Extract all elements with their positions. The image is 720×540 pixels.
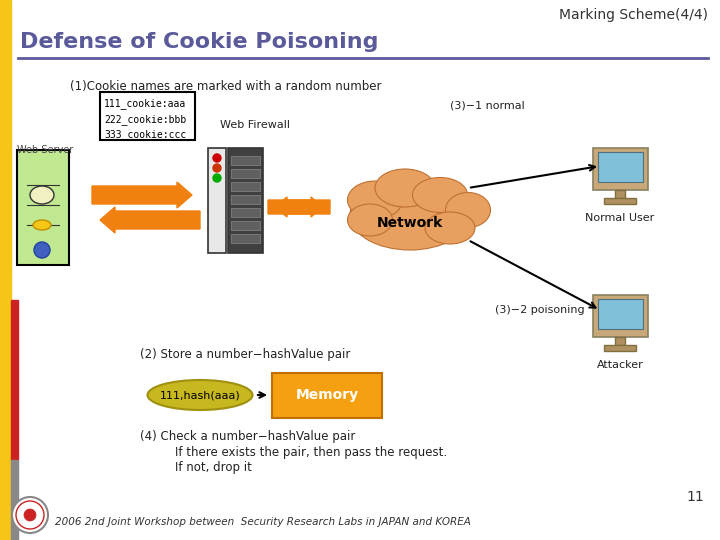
- FancyArrow shape: [92, 182, 192, 208]
- FancyArrow shape: [268, 197, 323, 217]
- Text: Web Server: Web Server: [17, 145, 73, 155]
- Circle shape: [213, 154, 221, 162]
- Bar: [593, 295, 648, 337]
- Circle shape: [34, 242, 50, 258]
- Ellipse shape: [30, 186, 54, 204]
- Text: (2) Store a number−hashValue pair: (2) Store a number−hashValue pair: [140, 348, 351, 361]
- Bar: [231, 221, 260, 230]
- Bar: [231, 208, 260, 217]
- Ellipse shape: [446, 192, 490, 227]
- Bar: [593, 148, 648, 190]
- Circle shape: [213, 164, 221, 172]
- Text: 111_cookie:aaa
222_cookie:bbb
333_cookie:ccc: 111_cookie:aaa 222_cookie:bbb 333_cookie…: [104, 98, 186, 140]
- Text: Web Firewall: Web Firewall: [220, 120, 290, 130]
- Text: If not, drop it: If not, drop it: [175, 461, 252, 474]
- Bar: [208, 148, 226, 253]
- Bar: [615, 337, 625, 345]
- Bar: [231, 234, 260, 243]
- Circle shape: [213, 174, 221, 182]
- Text: (3)−2 poisoning: (3)−2 poisoning: [495, 305, 585, 315]
- Circle shape: [24, 509, 36, 521]
- Text: (3)−1 normal: (3)−1 normal: [450, 100, 525, 110]
- Text: (4) Check a number−hashValue pair: (4) Check a number−hashValue pair: [140, 430, 356, 443]
- Ellipse shape: [413, 178, 467, 213]
- Bar: [11, 460, 18, 540]
- Bar: [0, 0, 11, 540]
- Ellipse shape: [425, 212, 475, 244]
- Ellipse shape: [348, 204, 392, 236]
- Text: (1)Cookie names are marked with a random number: (1)Cookie names are marked with a random…: [70, 80, 382, 93]
- Ellipse shape: [148, 380, 253, 410]
- Polygon shape: [17, 150, 69, 265]
- Text: Network: Network: [377, 216, 443, 230]
- FancyArrow shape: [275, 197, 330, 217]
- Bar: [598, 152, 643, 182]
- Text: Defense of Cookie Poisoning: Defense of Cookie Poisoning: [20, 32, 379, 52]
- Bar: [604, 345, 636, 351]
- Circle shape: [16, 501, 44, 529]
- Bar: [231, 195, 260, 204]
- Text: Memory: Memory: [295, 388, 359, 402]
- Bar: [604, 198, 636, 204]
- Bar: [228, 148, 263, 253]
- Bar: [231, 169, 260, 178]
- Text: Marking Scheme(4/4): Marking Scheme(4/4): [559, 8, 708, 22]
- Circle shape: [12, 497, 48, 533]
- Text: 111,hash(aaa): 111,hash(aaa): [160, 390, 240, 400]
- Text: Normal User: Normal User: [585, 213, 654, 223]
- Ellipse shape: [375, 169, 435, 207]
- FancyArrow shape: [100, 207, 200, 233]
- Bar: [231, 156, 260, 165]
- Text: Attacker: Attacker: [597, 360, 644, 370]
- Text: If there exists the pair, then pass the request.: If there exists the pair, then pass the …: [175, 446, 447, 459]
- Text: 2006 2nd Joint Workshop between  Security Research Labs in JAPAN and KOREA: 2006 2nd Joint Workshop between Security…: [55, 517, 471, 527]
- Ellipse shape: [33, 220, 51, 230]
- Bar: [11, 300, 18, 460]
- Ellipse shape: [348, 181, 402, 219]
- Text: 11: 11: [686, 490, 704, 504]
- Bar: [100, 92, 195, 140]
- Bar: [598, 299, 643, 329]
- Bar: [231, 182, 260, 191]
- Bar: [272, 373, 382, 418]
- Bar: [615, 190, 625, 198]
- Ellipse shape: [350, 180, 470, 250]
